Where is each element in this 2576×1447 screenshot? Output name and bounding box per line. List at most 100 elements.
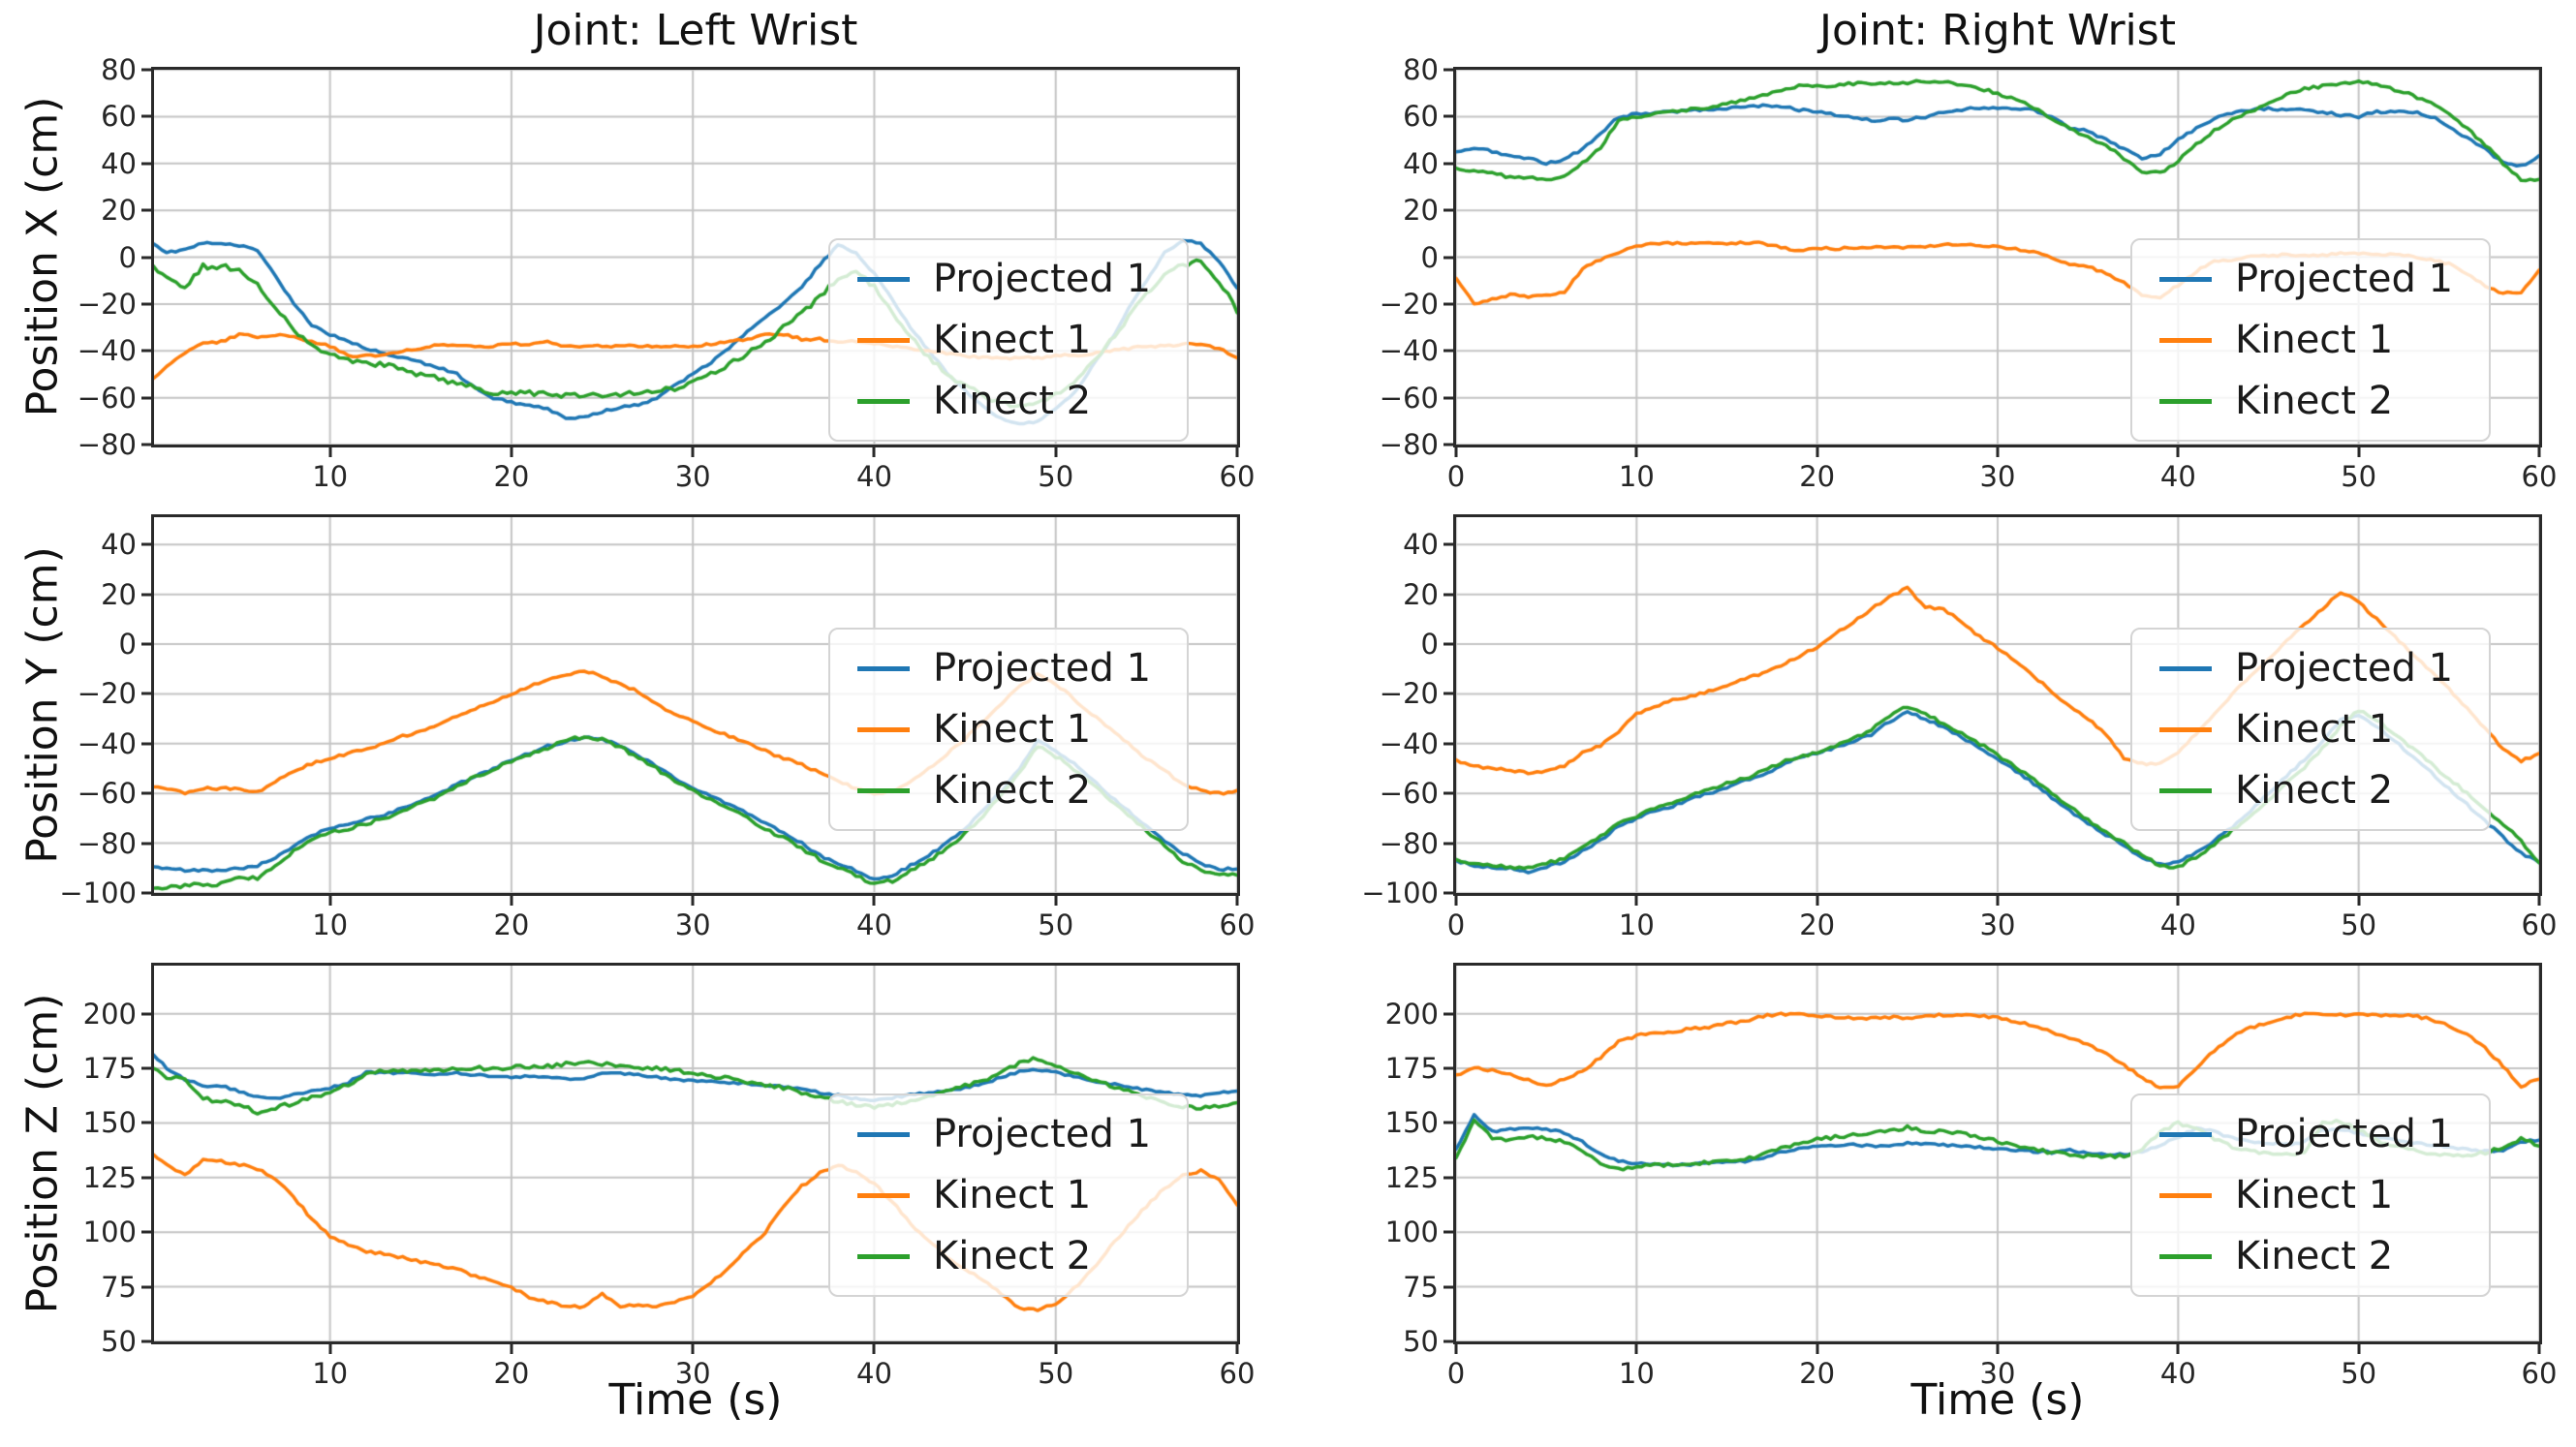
- y-tick-mark: [1443, 68, 1453, 72]
- legend-label: Projected 1: [933, 646, 1152, 691]
- y-tick-label: −100: [59, 877, 137, 909]
- y-tick-mark: [141, 542, 151, 546]
- legend-label: Kinect 2: [2235, 379, 2394, 423]
- legend-line-swatch: [857, 398, 910, 404]
- y-tick-label: 80: [101, 53, 137, 86]
- x-tick-label: 30: [674, 1357, 711, 1390]
- legend-label: Kinect 2: [933, 768, 1092, 813]
- x-tick-mark: [872, 896, 876, 906]
- legend-line-swatch: [857, 1253, 910, 1259]
- legend-line-swatch: [857, 337, 910, 343]
- legend-right-wrist-z: Projected 1 Kinect 1 Kinect 2: [2130, 1093, 2491, 1297]
- y-tick-label: −80: [1379, 428, 1439, 461]
- legend-line-swatch: [2159, 1253, 2212, 1259]
- y-tick-mark: [141, 593, 151, 597]
- x-tick-mark: [328, 896, 332, 906]
- x-tick-mark: [1235, 1344, 1239, 1354]
- y-tick-label: −20: [77, 677, 137, 711]
- x-tick-mark: [2176, 447, 2180, 457]
- legend-label: Kinect 2: [2235, 768, 2394, 813]
- y-tick-label: 100: [82, 1216, 137, 1249]
- legend-line-swatch: [2159, 337, 2212, 343]
- x-tick-mark: [1235, 447, 1239, 457]
- x-tick-label: 50: [2341, 460, 2377, 493]
- x-tick-label: 50: [1038, 1357, 1074, 1390]
- y-tick-mark: [141, 692, 151, 695]
- title-right-wrist: Joint: Right Wrist: [1819, 6, 2176, 55]
- y-tick-mark: [141, 396, 151, 400]
- ylabel-position-y: Position Y (cm): [17, 546, 68, 864]
- legend-line-swatch: [2159, 1192, 2212, 1198]
- y-tick-label: 100: [1384, 1216, 1439, 1249]
- y-tick-mark: [141, 302, 151, 306]
- x-tick-label: 10: [1618, 460, 1655, 493]
- x-tick-label: 30: [1979, 908, 2016, 941]
- x-tick-mark: [328, 1344, 332, 1354]
- x-tick-label: 20: [1799, 460, 1836, 493]
- x-tick-mark: [2537, 447, 2541, 457]
- y-tick-mark: [1443, 1012, 1453, 1016]
- x-tick-label: 0: [1446, 1357, 1466, 1390]
- y-tick-mark: [141, 208, 151, 212]
- y-tick-label: 200: [1384, 997, 1439, 1031]
- y-tick-label: 125: [1384, 1160, 1439, 1194]
- x-tick-mark: [1454, 896, 1458, 906]
- y-tick-mark: [141, 1121, 151, 1124]
- x-tick-label: 10: [1618, 908, 1655, 941]
- legend-left-wrist-y: Projected 1 Kinect 1 Kinect 2: [828, 628, 1189, 831]
- x-tick-label: 0: [1446, 460, 1466, 493]
- legend-entry: Kinect 2: [830, 379, 1187, 423]
- y-tick-mark: [1443, 593, 1453, 597]
- y-tick-mark: [141, 256, 151, 259]
- y-tick-mark: [141, 1339, 151, 1343]
- legend-label: Kinect 2: [2235, 1234, 2394, 1278]
- y-tick-label: 40: [101, 146, 137, 180]
- y-tick-label: 40: [101, 528, 137, 562]
- x-tick-label: 60: [1219, 908, 1256, 941]
- legend-entry: Kinect 2: [830, 768, 1187, 813]
- x-tick-mark: [1634, 896, 1638, 906]
- x-tick-label: 40: [2159, 460, 2196, 493]
- legend-line-swatch: [857, 1131, 910, 1137]
- x-tick-mark: [691, 896, 695, 906]
- y-tick-mark: [1443, 1066, 1453, 1070]
- subplot-left-wrist-y: −100 −80 −60 −40 −20 0 20 40 10 20 30 40 50 60 Project…: [59, 514, 1255, 941]
- legend-label: Projected 1: [933, 257, 1152, 301]
- x-tick-mark: [2537, 896, 2541, 906]
- y-tick-mark: [1443, 1339, 1453, 1343]
- y-tick-label: 80: [1403, 53, 1439, 86]
- x-tick-mark: [1454, 447, 1458, 457]
- x-tick-label: 20: [1799, 908, 1836, 941]
- x-tick-mark: [2537, 1344, 2541, 1354]
- x-tick-label: 40: [856, 460, 892, 493]
- y-tick-label: −40: [77, 334, 137, 368]
- legend-entry: Kinect 1: [2132, 318, 2489, 362]
- x-tick-mark: [1054, 447, 1058, 457]
- legend-line-swatch: [857, 1192, 910, 1198]
- x-tick-mark: [2357, 896, 2361, 906]
- x-tick-label: 30: [674, 460, 711, 493]
- y-tick-mark: [141, 1230, 151, 1234]
- legend-entry: Kinect 1: [830, 707, 1187, 752]
- y-tick-label: −40: [77, 726, 137, 760]
- y-tick-label: −80: [77, 826, 137, 860]
- x-tick-label: 20: [1799, 1357, 1836, 1390]
- y-tick-mark: [1443, 842, 1453, 846]
- legend-line-swatch: [857, 276, 910, 282]
- x-tick-mark: [1454, 1344, 1458, 1354]
- y-tick-mark: [141, 443, 151, 446]
- x-tick-label: 10: [312, 1357, 349, 1390]
- x-tick-mark: [328, 447, 332, 457]
- legend-label: Kinect 2: [933, 1234, 1092, 1278]
- y-tick-mark: [1443, 891, 1453, 895]
- y-tick-mark: [141, 742, 151, 746]
- x-tick-mark: [691, 1344, 695, 1354]
- x-tick-label: 30: [674, 908, 711, 941]
- y-tick-mark: [141, 1066, 151, 1070]
- y-tick-label: 40: [1403, 528, 1439, 562]
- y-tick-label: −20: [1379, 287, 1439, 321]
- y-tick-mark: [141, 642, 151, 646]
- legend-label: Kinect 1: [933, 707, 1092, 752]
- x-tick-mark: [1054, 896, 1058, 906]
